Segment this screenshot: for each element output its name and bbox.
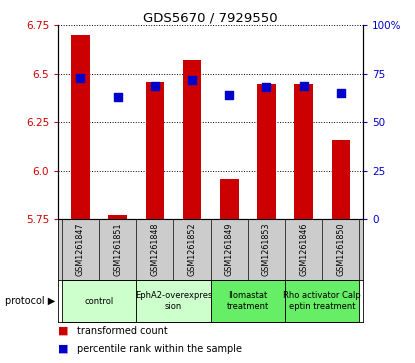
Point bbox=[300, 83, 307, 89]
Text: transformed count: transformed count bbox=[77, 326, 168, 336]
Text: ■: ■ bbox=[58, 326, 68, 336]
Text: GSM1261849: GSM1261849 bbox=[225, 223, 234, 276]
Text: EphA2-overexpres
sion: EphA2-overexpres sion bbox=[135, 291, 212, 311]
Bar bbox=[294, 83, 313, 219]
Point bbox=[263, 85, 270, 90]
Point bbox=[189, 77, 195, 83]
Bar bbox=[183, 60, 201, 219]
Text: ■: ■ bbox=[58, 344, 68, 354]
Bar bbox=[108, 216, 127, 219]
Text: percentile rank within the sample: percentile rank within the sample bbox=[77, 344, 242, 354]
Text: protocol ▶: protocol ▶ bbox=[5, 296, 55, 306]
Text: GSM1261847: GSM1261847 bbox=[76, 223, 85, 276]
Point bbox=[114, 94, 121, 100]
Bar bbox=[285, 280, 359, 322]
Bar bbox=[257, 83, 276, 219]
Point bbox=[151, 83, 158, 89]
Text: Ilomastat
treatment: Ilomastat treatment bbox=[227, 291, 269, 311]
Bar bbox=[332, 140, 350, 219]
Text: Rho activator Calp
eptin treatment: Rho activator Calp eptin treatment bbox=[283, 291, 361, 311]
Point bbox=[77, 75, 84, 81]
Bar bbox=[62, 280, 136, 322]
Text: GSM1261848: GSM1261848 bbox=[150, 223, 159, 276]
Bar bbox=[211, 280, 285, 322]
Bar bbox=[220, 179, 239, 219]
Text: GSM1261852: GSM1261852 bbox=[188, 223, 197, 276]
Text: control: control bbox=[84, 297, 114, 306]
Bar bbox=[136, 280, 211, 322]
Title: GDS5670 / 7929550: GDS5670 / 7929550 bbox=[143, 11, 278, 24]
Text: GSM1261850: GSM1261850 bbox=[336, 223, 345, 276]
Bar bbox=[71, 35, 90, 219]
Text: GSM1261851: GSM1261851 bbox=[113, 223, 122, 276]
Point bbox=[337, 90, 344, 96]
Text: GSM1261846: GSM1261846 bbox=[299, 223, 308, 276]
Bar bbox=[146, 82, 164, 219]
Text: GSM1261853: GSM1261853 bbox=[262, 223, 271, 276]
Point bbox=[226, 92, 232, 98]
